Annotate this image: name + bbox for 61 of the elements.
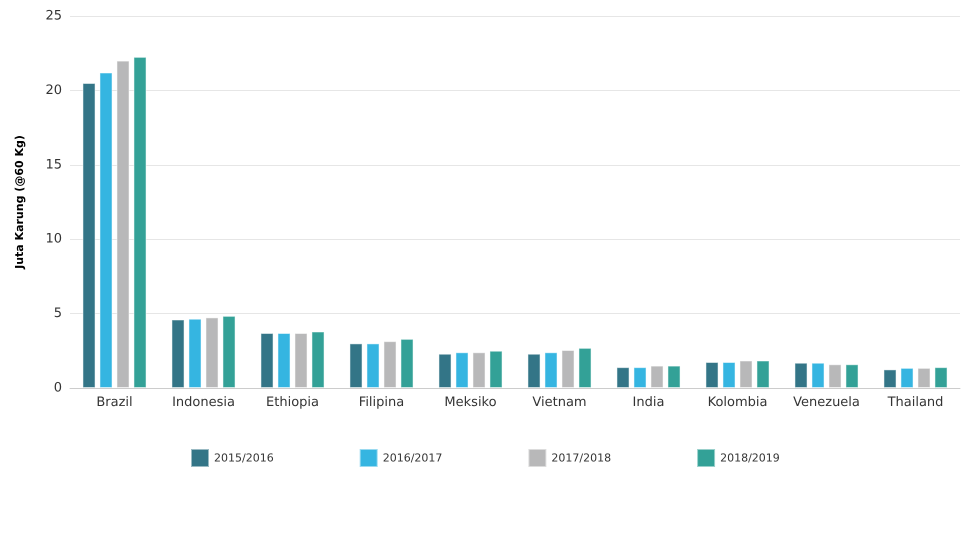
bar — [400, 338, 414, 388]
bar — [561, 350, 575, 388]
bar — [489, 350, 503, 388]
bar — [205, 317, 219, 388]
y-tick-label: 5 — [54, 306, 62, 322]
bar — [756, 360, 770, 388]
y-tick-label: 15 — [45, 157, 62, 172]
bar — [438, 354, 452, 388]
bar — [366, 343, 380, 388]
x-tick-label: Venezuela — [793, 395, 860, 410]
bar — [934, 367, 948, 388]
bar — [260, 332, 274, 388]
legend-label: 2016/2017 — [382, 452, 442, 464]
legend-label: 2018/2019 — [720, 452, 780, 464]
bar — [294, 332, 308, 388]
x-tick-label: Brazil — [96, 395, 133, 410]
bar — [82, 82, 96, 388]
x-tick-label: Thailand — [886, 395, 944, 410]
bar — [794, 362, 808, 388]
bar — [544, 352, 558, 388]
bar — [705, 362, 719, 388]
x-tick-label: Vietnam — [532, 395, 587, 410]
bar — [349, 343, 363, 388]
legend-label: 2017/2018 — [551, 452, 612, 464]
bar — [845, 364, 859, 388]
bar — [633, 367, 647, 388]
bar — [222, 316, 236, 388]
y-tick-label: 0 — [54, 380, 62, 396]
y-tick-label: 25 — [45, 8, 62, 24]
bar — [383, 341, 397, 388]
y-axis-title: Juta Karung (@60 Kg) — [13, 135, 26, 270]
bar — [616, 367, 630, 388]
bar — [739, 360, 753, 388]
bar — [917, 368, 931, 388]
bar — [133, 56, 147, 388]
x-tick-label: Ethiopia — [266, 395, 319, 410]
x-tick-label: Filipina — [358, 395, 404, 410]
bar — [99, 72, 113, 388]
x-tick-label: Indonesia — [172, 395, 235, 410]
x-tick-label: India — [632, 395, 664, 410]
bar — [828, 364, 842, 388]
bar — [455, 352, 469, 388]
bar — [171, 320, 185, 388]
bar — [650, 366, 664, 388]
y-tick-label: 10 — [45, 232, 62, 247]
bar — [578, 348, 592, 388]
x-tick-label: Meksiko — [444, 395, 497, 410]
bar — [527, 354, 541, 388]
x-tick-label: Kolombia — [708, 395, 768, 410]
bar — [883, 369, 897, 388]
bar — [116, 60, 130, 388]
bar — [188, 318, 202, 388]
y-tick-label: 20 — [45, 82, 62, 98]
bar — [811, 362, 825, 388]
bar — [311, 331, 325, 388]
bar — [667, 366, 681, 388]
bar — [472, 352, 486, 388]
legend-label: 2015/2016 — [214, 452, 274, 464]
bar — [900, 368, 914, 388]
bar — [277, 332, 291, 388]
bar — [722, 362, 736, 388]
